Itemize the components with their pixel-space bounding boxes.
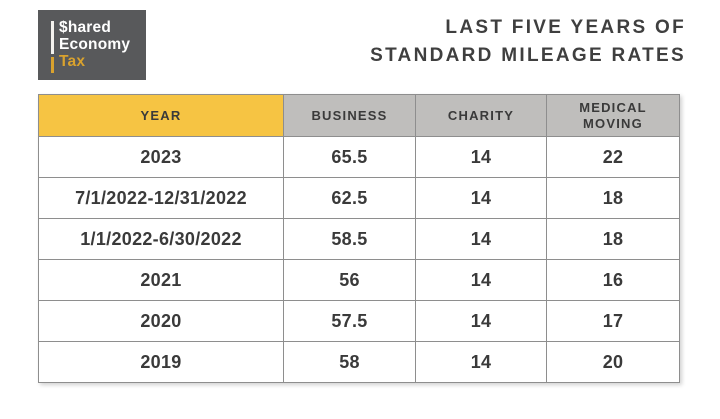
logo-accent-bar-white	[51, 21, 54, 54]
medical-cell: 18	[546, 177, 680, 219]
charity-cell: 14	[415, 259, 547, 301]
charity-cell: 14	[415, 177, 547, 219]
medical-cell: 16	[546, 259, 680, 301]
charity-cell: 14	[415, 218, 547, 260]
table-row: 1/1/2022-6/30/2022 58.5 14 18	[38, 218, 680, 260]
medical-cell: 18	[546, 218, 680, 260]
column-header-year: YEAR	[38, 94, 284, 137]
table-header-row: YEAR BUSINESS CHARITY MEDICAL MOVING	[38, 94, 680, 137]
year-cell: 2021	[38, 259, 284, 301]
medical-cell: 17	[546, 300, 680, 342]
business-cell: 57.5	[283, 300, 416, 342]
year-cell: 2020	[38, 300, 284, 342]
page-title: LAST FIVE YEARS OF STANDARD MILEAGE RATE…	[370, 14, 686, 70]
charity-cell: 14	[415, 136, 547, 178]
table-row: 2020 57.5 14 17	[38, 300, 680, 342]
mileage-rates-table: YEAR BUSINESS CHARITY MEDICAL MOVING 202…	[38, 94, 680, 383]
charity-cell: 14	[415, 300, 547, 342]
table-row: 2019 58 14 20	[38, 341, 680, 383]
charity-cell: 14	[415, 341, 547, 383]
logo-line-economy: Economy	[59, 36, 131, 53]
year-cell: 1/1/2022-6/30/2022	[38, 218, 284, 260]
business-cell: 56	[283, 259, 416, 301]
logo-text: $hared Economy Tax	[59, 19, 130, 70]
medical-cell: 20	[546, 341, 680, 383]
page-title-line-2: STANDARD MILEAGE RATES	[370, 45, 686, 66]
business-cell: 58	[283, 341, 416, 383]
column-header-business: BUSINESS	[283, 94, 416, 137]
table-row: 2023 65.5 14 22	[38, 136, 680, 178]
logo-line-tax: Tax	[59, 53, 86, 70]
business-cell: 58.5	[283, 218, 416, 260]
year-cell: 2019	[38, 341, 284, 383]
business-cell: 65.5	[283, 136, 416, 178]
business-cell: 62.5	[283, 177, 416, 219]
year-cell: 2023	[38, 136, 284, 178]
column-header-charity: CHARITY	[415, 94, 547, 137]
logo-line-shared: $hared	[59, 19, 112, 36]
table-row: 2021 56 14 16	[38, 259, 680, 301]
medical-cell: 22	[546, 136, 680, 178]
shared-economy-tax-logo: $hared Economy Tax	[38, 10, 146, 80]
logo-accent-bar-gold	[51, 57, 54, 73]
table-row: 7/1/2022-12/31/2022 62.5 14 18	[38, 177, 680, 219]
column-header-medical-moving: MEDICAL MOVING	[546, 94, 680, 137]
year-cell: 7/1/2022-12/31/2022	[38, 177, 284, 219]
page-title-line-1: LAST FIVE YEARS OF	[445, 17, 686, 38]
